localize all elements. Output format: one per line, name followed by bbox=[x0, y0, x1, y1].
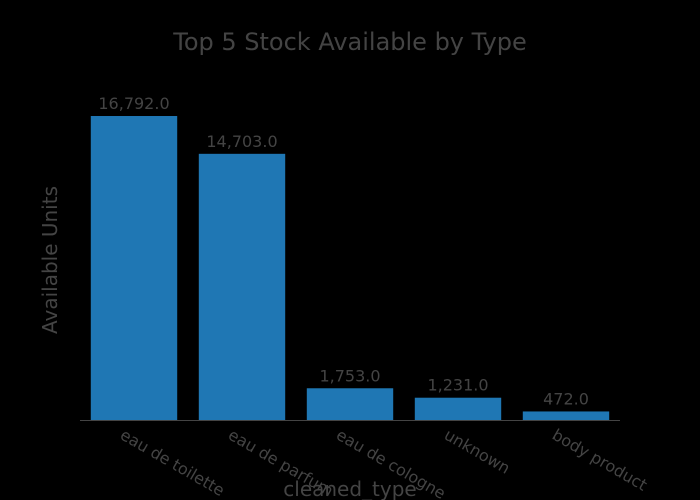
bar-value-label-3: 1,231.0 bbox=[427, 376, 488, 395]
bar-3 bbox=[414, 397, 502, 420]
bar-2 bbox=[306, 388, 394, 420]
bar-0 bbox=[90, 116, 178, 420]
bar-1 bbox=[198, 153, 286, 420]
bar-value-label-2: 1,753.0 bbox=[319, 366, 380, 385]
bar-value-label-4: 472.0 bbox=[543, 389, 589, 408]
y-axis-label: Available Units bbox=[38, 186, 62, 334]
bars-group bbox=[90, 116, 610, 420]
chart-title: Top 5 Stock Available by Type bbox=[172, 28, 527, 56]
bar-value-label-0: 16,792.0 bbox=[98, 94, 169, 113]
x-axis-label: cleaned_type bbox=[283, 477, 416, 500]
bar-4 bbox=[522, 411, 610, 420]
value-labels-group: 16,792.0 14,703.0 1,753.0 1,231.0 472.0 bbox=[98, 94, 589, 408]
bar-value-label-1: 14,703.0 bbox=[206, 132, 277, 151]
